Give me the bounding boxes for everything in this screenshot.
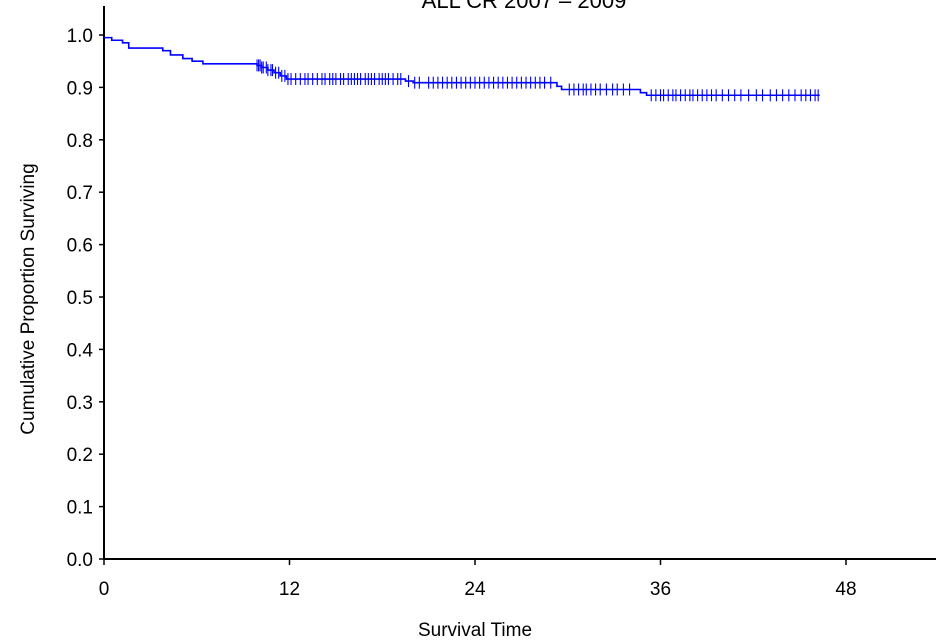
y-tick-label: 0.2 <box>67 445 93 466</box>
y-tick-label: 0.3 <box>67 393 93 414</box>
chart-title: ALL CR 2007 – 2009 <box>422 0 627 13</box>
y-tick-label: 0.4 <box>67 340 94 361</box>
y-tick-label: 0.9 <box>67 78 93 99</box>
x-axis: 0 12 24 36 48 <box>99 558 936 600</box>
y-tick-label: 0.8 <box>67 131 93 152</box>
y-tick-label: 0.1 <box>67 498 93 519</box>
x-tick-label: 12 <box>279 579 300 600</box>
x-tick-label: 36 <box>650 579 671 600</box>
y-tick-label: 0.5 <box>67 288 93 309</box>
x-tick-label: 24 <box>464 579 486 600</box>
x-tick-label: 48 <box>835 579 856 600</box>
x-axis-title: Survival Time <box>418 620 532 641</box>
x-tick-label: 0 <box>99 579 110 600</box>
y-axis-title: Cumulative Proportion Surviving <box>18 163 39 434</box>
y-axis: 0.0 0.1 0.2 0.3 0.4 0.5 0.6 0.7 0.8 0.9 1.0 <box>67 6 105 571</box>
y-tick-label: 0.7 <box>67 183 93 204</box>
plot-series <box>104 36 820 102</box>
y-tick-label: 1.0 <box>67 26 93 47</box>
survival-curve <box>104 36 820 97</box>
y-tick-label: 0.6 <box>67 236 93 257</box>
y-tick-label: 0.0 <box>67 550 93 571</box>
